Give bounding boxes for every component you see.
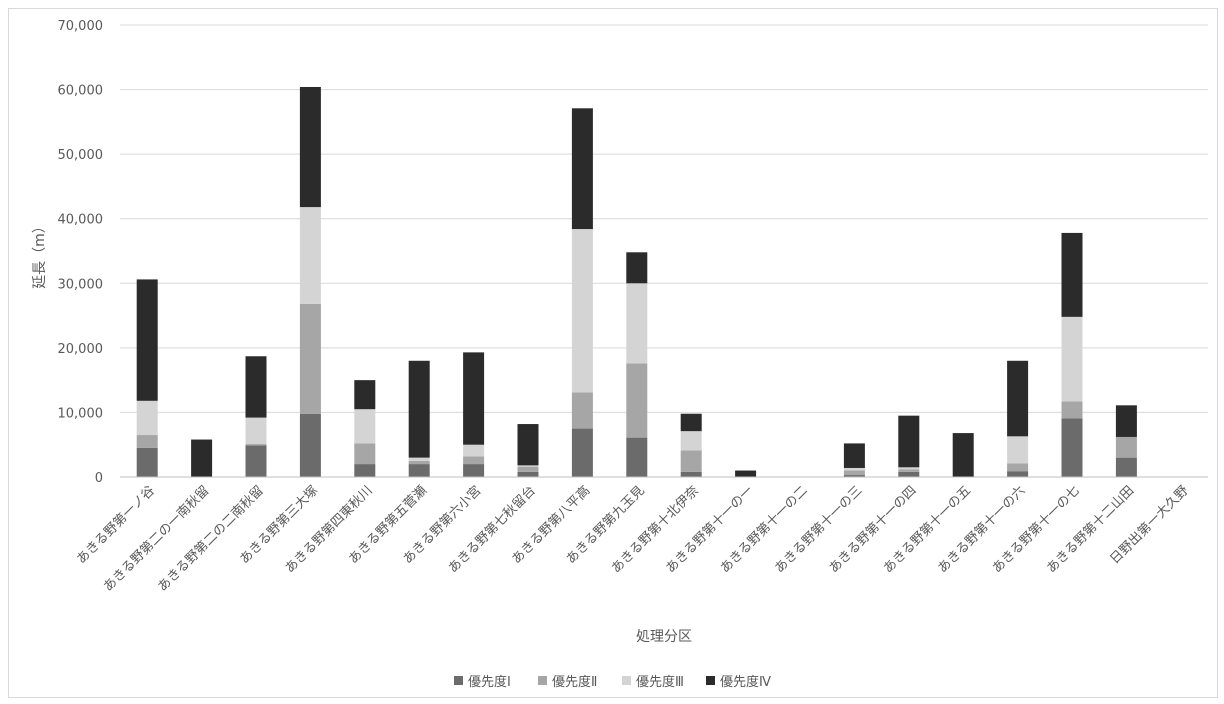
x-axis-category-labels: あきる野第一ノ谷あきる野第二の一南秋留あきる野第二の二南秋留あきる野第三大塚あき… (74, 483, 1192, 595)
x-category-label: あきる野第二の二南秋留 (155, 483, 267, 595)
bar-segment (245, 445, 267, 477)
bar-segment (680, 450, 702, 472)
bar-segment (408, 460, 430, 465)
x-axis-title: 処理分区 (636, 629, 692, 645)
y-tick-label: 10,000 (58, 406, 104, 421)
bar-segment (898, 467, 920, 470)
bar-segment (1007, 436, 1029, 464)
bar-segment (463, 444, 485, 457)
bar-segment (626, 283, 648, 364)
bar-segment (517, 465, 539, 467)
legend-label: 優先度Ⅲ (636, 674, 684, 690)
bar-segment (898, 469, 920, 472)
legend: 優先度Ⅰ 優先度Ⅱ 優先度Ⅲ 優先度Ⅳ (454, 674, 771, 690)
y-tick-label: 70,000 (58, 19, 104, 34)
bar-segment (245, 444, 267, 446)
bar-segment (571, 392, 593, 429)
bar-segment (517, 466, 539, 472)
bar-segment (299, 303, 321, 414)
bar-segment (245, 417, 267, 445)
bar-segment (408, 464, 430, 477)
bar-segment (1061, 418, 1083, 477)
bar-segment (571, 229, 593, 393)
bar-segment (299, 413, 321, 477)
y-axis-title: 延長（m） (32, 219, 48, 289)
bar-segment (517, 471, 539, 477)
bar-segment (1061, 232, 1083, 317)
bar-segment (136, 435, 158, 448)
bar-segment (680, 471, 702, 477)
bar-segment (1115, 457, 1137, 477)
bar-segment (136, 400, 158, 436)
bar-segment (1007, 360, 1029, 437)
y-tick-label: 30,000 (58, 277, 104, 292)
y-tick-label: 60,000 (58, 84, 104, 99)
bar-segment (408, 457, 430, 461)
y-tick-label: 0 (95, 471, 103, 486)
bar-segment (136, 279, 158, 401)
bar-segment (843, 475, 865, 477)
bar-segment (843, 467, 865, 471)
bar-segment (517, 424, 539, 466)
bar-segment (680, 431, 702, 451)
bar-segment (735, 470, 757, 477)
legend-swatch (454, 676, 463, 685)
bar-segment (843, 470, 865, 476)
bar-segment (354, 464, 376, 477)
bar-segment (898, 471, 920, 477)
legend-label: 優先度Ⅰ (468, 674, 511, 690)
legend-swatch (706, 676, 715, 685)
bar-segment (1007, 471, 1029, 477)
bar-segment (898, 415, 920, 468)
bar-segment (354, 380, 376, 410)
bar-segment (952, 433, 974, 477)
bar-segment (136, 447, 158, 477)
bar-segment (463, 456, 485, 465)
bar-segment (1115, 405, 1137, 437)
y-tick-label: 20,000 (58, 342, 104, 357)
legend-swatch (538, 676, 547, 685)
bar-segment (1061, 316, 1083, 402)
bar-segment (1061, 401, 1083, 419)
bar-segment (463, 352, 485, 445)
bar-segment (843, 443, 865, 468)
gridlines (120, 24, 1208, 413)
y-tick-label: 50,000 (58, 148, 104, 163)
bar-segment (626, 437, 648, 477)
bar-segment (1115, 436, 1137, 458)
bar-segment (191, 439, 213, 477)
y-tick-label: 40,000 (58, 213, 104, 228)
bar-segment (1007, 463, 1029, 472)
bar-segment (299, 207, 321, 304)
bar-segment (299, 86, 321, 208)
bar-segment (354, 409, 376, 444)
bar-segment (463, 464, 485, 477)
bar-segment (408, 360, 430, 458)
bar-segment (626, 252, 648, 284)
bar-segment (571, 108, 593, 230)
bars (136, 86, 1137, 477)
bar-segment (626, 363, 648, 438)
bar-segment (571, 428, 593, 477)
bar-segment (354, 443, 376, 465)
y-axis-ticks: 0 10,000 20,000 30,000 40,000 50,000 60,000 70,… (58, 19, 104, 486)
x-category-label: あきる野第二の一南秋留 (100, 483, 212, 595)
legend-label: 優先度Ⅳ (720, 674, 771, 690)
bar-segment (680, 413, 702, 432)
legend-label: 優先度Ⅱ (552, 674, 597, 690)
legend-swatch (622, 676, 631, 685)
chart-frame (8, 8, 1218, 698)
bar-segment (245, 356, 267, 418)
